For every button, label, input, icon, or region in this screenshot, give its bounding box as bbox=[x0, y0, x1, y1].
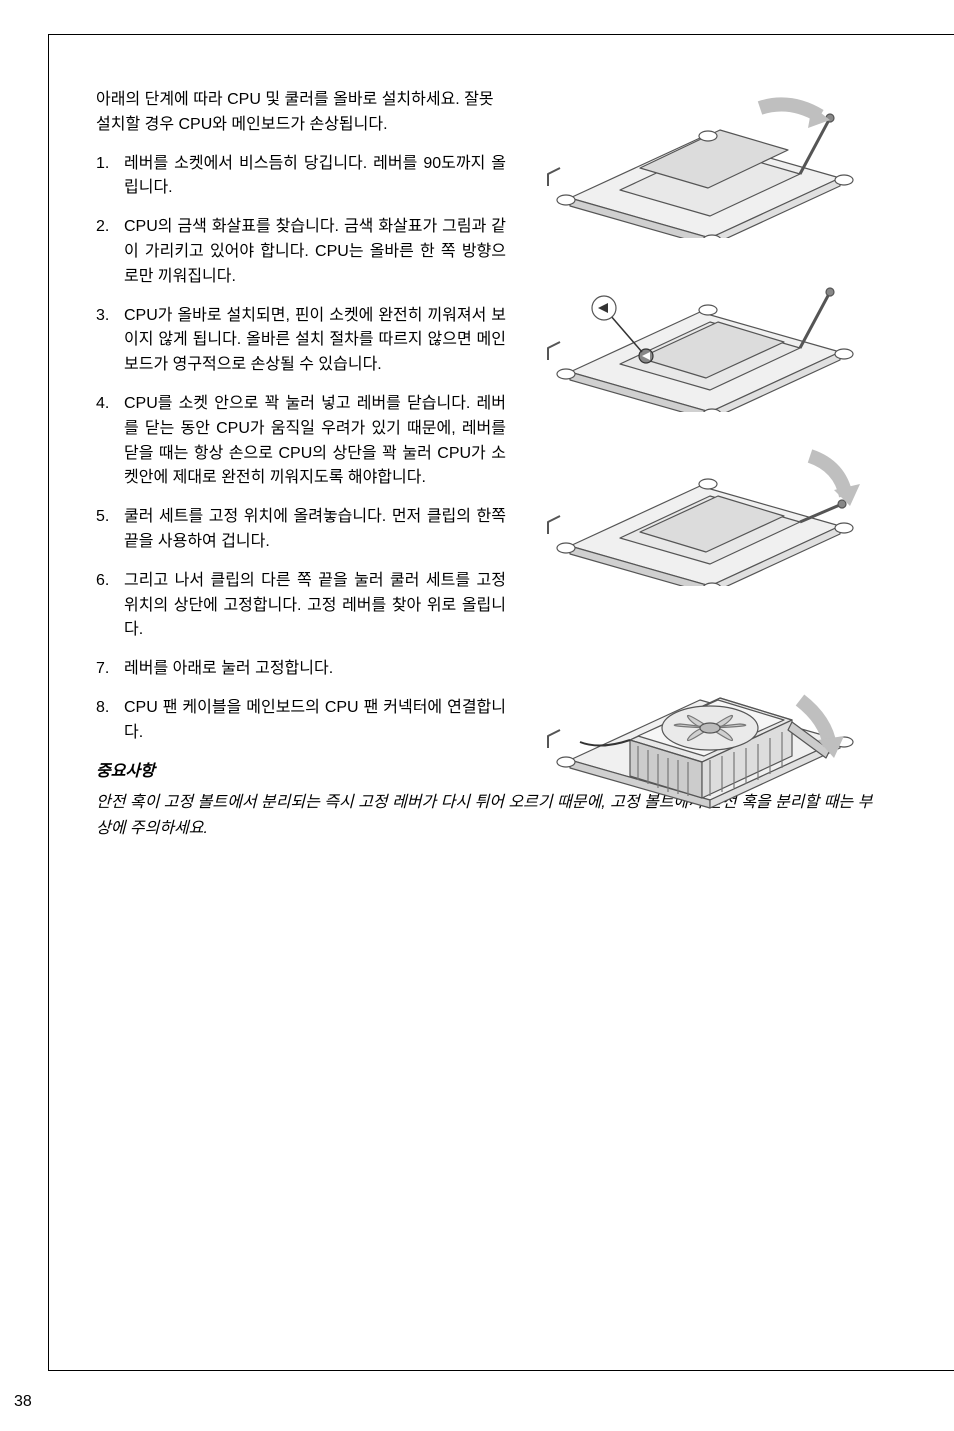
step-num: 2. bbox=[96, 215, 124, 289]
step-1: 1.레버를 소켓에서 비스듬히 당깁니다. 레버를 90도까지 올립니다. bbox=[96, 152, 506, 202]
step-text: CPU의 금색 화살표를 찾습니다. 금색 화살표가 그림과 같이 가리키고 있… bbox=[124, 215, 506, 289]
step-num: 3. bbox=[96, 304, 124, 378]
figure-lever-close bbox=[530, 426, 872, 586]
step-text: 쿨러 세트를 고정 위치에 올려놓습니다. 먼저 클립의 한쪽 끝을 사용하여 … bbox=[124, 505, 506, 555]
steps-list: 1.레버를 소켓에서 비스듬히 당깁니다. 레버를 90도까지 올립니다. 2.… bbox=[96, 152, 506, 746]
step-text: 레버를 소켓에서 비스듬히 당깁니다. 레버를 90도까지 올립니다. bbox=[124, 152, 506, 202]
step-text: CPU 팬 케이블을 메인보드의 CPU 팬 커넥터에 연결합니다. bbox=[124, 696, 506, 746]
figure-cpu-placed bbox=[530, 252, 872, 412]
important-heading: 중요사항 bbox=[96, 760, 506, 785]
step-text: 레버를 아래로 눌러 고정합니다. bbox=[124, 657, 506, 682]
step-num: 7. bbox=[96, 657, 124, 682]
step-6: 6.그리고 나서 클립의 다른 쪽 끝을 눌러 쿨러 세트를 고정 위치의 상단… bbox=[96, 569, 506, 643]
step-text: CPU가 올바로 설치되면, 핀이 소켓에 완전히 끼워져서 보이지 않게 됩니… bbox=[124, 304, 506, 378]
step-7: 7.레버를 아래로 눌러 고정합니다. bbox=[96, 657, 506, 682]
figure-cooler bbox=[530, 600, 872, 810]
step-num: 5. bbox=[96, 505, 124, 555]
figure-socket-open bbox=[530, 78, 872, 238]
intro-text: 아래의 단계에 따라 CPU 및 쿨러를 올바로 설치하세요. 잘못 설치할 경… bbox=[96, 88, 506, 138]
content-column: 아래의 단계에 따라 CPU 및 쿨러를 올바로 설치하세요. 잘못 설치할 경… bbox=[96, 88, 506, 842]
step-num: 1. bbox=[96, 152, 124, 202]
step-num: 8. bbox=[96, 696, 124, 746]
step-4: 4.CPU를 소켓 안으로 꽉 눌러 넣고 레버를 닫습니다. 레버를 닫는 동… bbox=[96, 392, 506, 491]
page-number: 38 bbox=[14, 1393, 32, 1411]
step-5: 5.쿨러 세트를 고정 위치에 올려놓습니다. 먼저 클립의 한쪽 끝을 사용하… bbox=[96, 505, 506, 555]
step-text: CPU를 소켓 안으로 꽉 눌러 넣고 레버를 닫습니다. 레버를 닫는 동안 … bbox=[124, 392, 506, 491]
step-num: 6. bbox=[96, 569, 124, 643]
step-3: 3.CPU가 올바로 설치되면, 핀이 소켓에 완전히 끼워져서 보이지 않게 … bbox=[96, 304, 506, 378]
step-8: 8.CPU 팬 케이블을 메인보드의 CPU 팬 커넥터에 연결합니다. bbox=[96, 696, 506, 746]
step-num: 4. bbox=[96, 392, 124, 491]
step-text: 그리고 나서 클립의 다른 쪽 끝을 눌러 쿨러 세트를 고정 위치의 상단에 … bbox=[124, 569, 506, 643]
step-2: 2.CPU의 금색 화살표를 찾습니다. 금색 화살표가 그림과 같이 가리키고… bbox=[96, 215, 506, 289]
figures-column bbox=[530, 78, 890, 824]
